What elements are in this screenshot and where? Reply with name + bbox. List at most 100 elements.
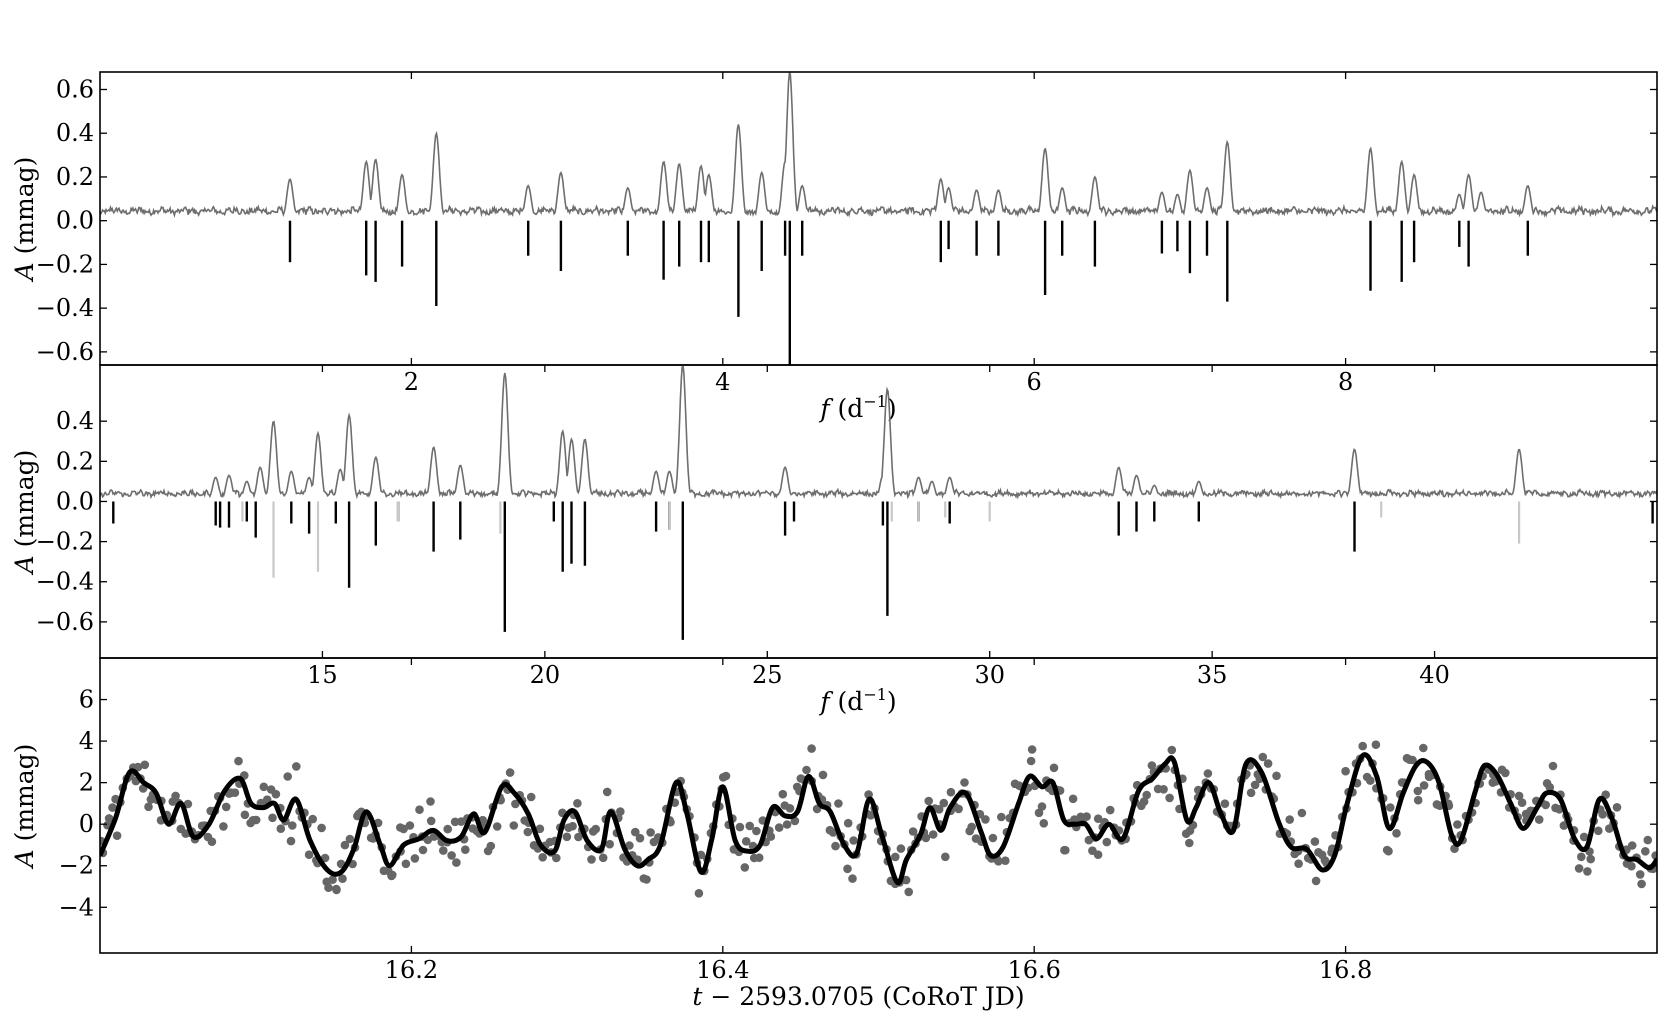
observation-point xyxy=(782,820,792,829)
observation-point xyxy=(1574,864,1584,873)
observation-point xyxy=(332,885,341,895)
observation-point xyxy=(802,765,811,775)
observation-point xyxy=(1514,791,1524,801)
observation-point xyxy=(740,863,750,872)
observation-point xyxy=(834,799,843,808)
observation-point xyxy=(1001,856,1010,865)
observation-point xyxy=(338,874,347,883)
observation-point xyxy=(1294,859,1303,868)
observation-point xyxy=(268,813,277,823)
middle-ytick-label: 0.0 xyxy=(56,487,94,515)
observation-point xyxy=(635,833,645,843)
observation-point xyxy=(1220,799,1230,808)
observation-point xyxy=(324,883,333,892)
observation-point xyxy=(450,817,460,827)
observation-point xyxy=(1501,768,1510,778)
observation-point xyxy=(574,832,583,842)
observation-point xyxy=(997,812,1006,822)
top-xlabel-unit: (d xyxy=(830,394,864,423)
observation-point xyxy=(896,844,906,853)
observation-point xyxy=(271,789,281,799)
observation-point xyxy=(1627,861,1636,871)
bottom-xtick-label: 16.8 xyxy=(1319,956,1372,984)
observation-point xyxy=(259,782,269,792)
top-xlabel: f (d−1) xyxy=(818,392,896,423)
observation-point xyxy=(1579,832,1589,842)
observation-point xyxy=(1612,803,1622,812)
observation-point xyxy=(941,852,950,862)
observation-point xyxy=(1413,795,1423,805)
top-periodogram-line xyxy=(100,72,1657,219)
bottom-plot-area xyxy=(100,740,1657,898)
middle-xtick-label: 35 xyxy=(1197,661,1228,689)
middle-xlabel-exp: −1 xyxy=(863,685,887,704)
top-ytick-label: −0.2 xyxy=(36,250,94,278)
observation-point xyxy=(1258,752,1268,762)
model-fit-line xyxy=(100,752,1657,886)
observation-point xyxy=(144,802,153,812)
observation-point xyxy=(1082,812,1091,821)
middle-xlabel: f (d−1) xyxy=(818,685,896,716)
observation-point xyxy=(901,875,911,885)
top-ytick-label: 0.0 xyxy=(56,207,94,235)
bottom-ytick-label: −2 xyxy=(59,852,94,880)
observation-point xyxy=(1263,759,1273,768)
observation-point xyxy=(1598,810,1607,819)
observation-point xyxy=(954,804,963,814)
observation-point xyxy=(904,887,913,897)
observation-point xyxy=(1635,870,1645,879)
observation-point xyxy=(426,816,436,826)
observation-point xyxy=(562,832,572,842)
observation-point xyxy=(1185,838,1194,848)
top-ytick-label: −0.6 xyxy=(36,338,94,366)
observation-point xyxy=(526,792,536,802)
observation-point xyxy=(1643,835,1653,845)
observation-point xyxy=(240,810,250,820)
observation-point xyxy=(735,822,745,832)
observation-point xyxy=(843,818,853,828)
observation-point xyxy=(447,851,456,860)
observation-point xyxy=(1517,798,1527,807)
observation-point xyxy=(831,841,840,851)
observation-point xyxy=(340,840,350,850)
bottom-ylabel: A (mmag) xyxy=(10,744,39,870)
observation-point xyxy=(415,805,424,814)
observation-point xyxy=(928,830,938,839)
observation-point xyxy=(602,787,612,797)
observation-point xyxy=(328,875,337,884)
middle-xtick-label: 25 xyxy=(752,661,783,689)
top-xlabel-exp: −1 xyxy=(863,392,887,411)
middle-plot-area xyxy=(100,365,1657,640)
observation-point xyxy=(866,811,875,820)
bottom-frame xyxy=(99,657,1658,954)
observation-point xyxy=(778,789,788,799)
middle-ytick-label: 0.4 xyxy=(56,407,94,435)
middle-xtick-label: 40 xyxy=(1419,661,1450,689)
observation-point xyxy=(752,826,761,836)
panel-bottom: −4 −2 0 2 4 6 16.2 16.4 16.6 16.8 A (mmag) t − 2593… xyxy=(10,657,1658,1011)
middle-xtick-label: 20 xyxy=(530,661,561,689)
observation-point xyxy=(219,822,228,831)
observation-point xyxy=(104,814,114,823)
observation-point xyxy=(1541,800,1550,810)
observation-point xyxy=(140,760,150,770)
observation-point xyxy=(774,823,784,832)
bottom-ylabel-unit: (mmag) xyxy=(10,744,39,850)
observation-point xyxy=(317,823,326,833)
observation-point xyxy=(452,858,461,867)
observation-point xyxy=(1061,845,1070,855)
bottom-ytick-label: −4 xyxy=(59,893,94,921)
observation-point xyxy=(939,798,949,808)
observation-point xyxy=(1049,763,1059,773)
observation-point xyxy=(251,815,261,825)
observation-point xyxy=(461,845,470,854)
top-plot-area xyxy=(100,72,1657,365)
observation-point xyxy=(304,850,314,859)
observation-point xyxy=(994,857,1003,866)
bottom-xlabel: t − 2593.0705 (CoRoT JD) xyxy=(692,982,1024,1011)
observation-point xyxy=(538,853,547,862)
observation-point xyxy=(292,762,301,771)
observation-point xyxy=(1651,851,1657,860)
observation-point xyxy=(230,788,240,797)
